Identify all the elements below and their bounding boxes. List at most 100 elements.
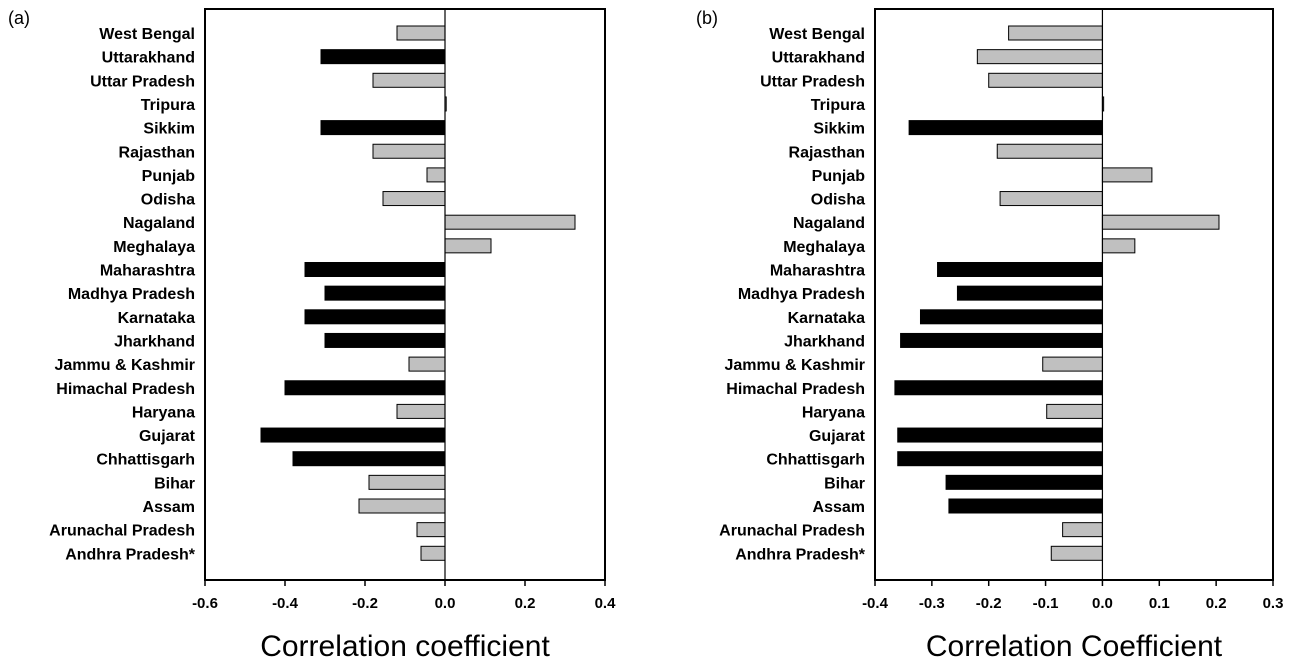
category-label: Gujarat bbox=[809, 428, 866, 445]
bar-odisha bbox=[999, 191, 1103, 207]
category-label: Sikkim bbox=[813, 121, 865, 138]
bar-gujarat bbox=[260, 427, 446, 443]
bar-chhattisgarh bbox=[292, 451, 446, 467]
x-tick-label: 0.3 bbox=[1263, 595, 1284, 612]
panel-b-correlation-chart: (b) West Bengal Uttarakhand Uttar Pradesh Tr… bbox=[696, 8, 1283, 663]
bar-arunachal-pradesh bbox=[416, 522, 446, 538]
x-tick-label: -0.2 bbox=[976, 595, 1002, 612]
category-label: Bihar bbox=[824, 475, 865, 492]
x-tick-label: 0.4 bbox=[595, 595, 617, 612]
bar-assam bbox=[358, 498, 446, 514]
category-label: Andhra Pradesh* bbox=[735, 546, 866, 563]
bar-jammu-kashmir bbox=[408, 356, 446, 372]
bar-odisha bbox=[382, 191, 446, 207]
bar-bihar bbox=[945, 474, 1103, 490]
category-label: Karnataka bbox=[118, 310, 195, 327]
bar-uttar-pradesh bbox=[988, 72, 1103, 88]
category-label: Odisha bbox=[141, 192, 195, 209]
bar-arunachal-pradesh bbox=[1062, 522, 1103, 538]
category-label: Rajasthan bbox=[789, 144, 865, 161]
plot-frame bbox=[204, 8, 606, 581]
category-label: Madhya Pradesh bbox=[68, 286, 195, 303]
x-tick-label: -0.4 bbox=[272, 595, 299, 612]
bar-rajasthan bbox=[372, 143, 446, 159]
category-label: Himachal Pradesh bbox=[56, 381, 195, 398]
bar-maharashtra bbox=[937, 262, 1103, 277]
category-label: Odisha bbox=[811, 192, 865, 209]
bar-andhra-pradesh- bbox=[420, 545, 446, 561]
category-label: Uttarakhand bbox=[102, 50, 195, 67]
bar-nagaland bbox=[1101, 214, 1220, 230]
category-label: Arunachal Pradesh bbox=[49, 523, 195, 540]
category-label: Meghalaya bbox=[783, 239, 865, 256]
bar-madhya-pradesh bbox=[324, 285, 446, 301]
category-label: Jharkhand bbox=[784, 333, 865, 350]
x-tick-label: -0.4 bbox=[862, 595, 889, 612]
category-label: Uttar Pradesh bbox=[90, 73, 195, 90]
bar-jharkhand bbox=[900, 332, 1103, 348]
category-label: Tripura bbox=[811, 97, 865, 114]
category-label: Jammu & Kashmir bbox=[725, 357, 866, 374]
category-label: Gujarat bbox=[139, 428, 196, 445]
bar-maharashtra bbox=[304, 262, 446, 277]
bar-andhra-pradesh- bbox=[1050, 545, 1103, 561]
bar-uttarakhand bbox=[976, 49, 1103, 65]
category-label: Karnataka bbox=[788, 310, 865, 327]
bar-meghalaya bbox=[444, 238, 492, 254]
x-tick-label: -0.3 bbox=[919, 595, 945, 612]
category-label: Arunachal Pradesh bbox=[719, 523, 865, 540]
bar-sikkim bbox=[908, 120, 1103, 136]
bar-himachal-pradesh bbox=[894, 380, 1103, 396]
x-tick-label: 0.2 bbox=[1206, 595, 1227, 612]
category-label: Bihar bbox=[154, 475, 195, 492]
bar-bihar bbox=[368, 474, 446, 490]
category-label: Jharkhand bbox=[114, 333, 195, 350]
x-axis-label: Correlation coefficient bbox=[260, 630, 550, 663]
x-tick-label: 0.0 bbox=[1092, 595, 1113, 612]
category-label: Jammu & Kashmir bbox=[55, 357, 196, 374]
category-label: Chhattisgarh bbox=[96, 452, 195, 469]
category-label: Punjab bbox=[812, 168, 866, 185]
category-label: Madhya Pradesh bbox=[738, 286, 865, 303]
panel-a-correlation-chart: (a) West Bengal Uttarakhand Uttar Pradesh Tr… bbox=[8, 8, 616, 663]
bar-haryana bbox=[396, 403, 446, 419]
bar-karnataka bbox=[304, 309, 446, 325]
bar-jammu-kashmir bbox=[1042, 356, 1103, 372]
category-label: Haryana bbox=[132, 404, 195, 421]
bar-nagaland bbox=[444, 214, 576, 230]
bar-punjab bbox=[1101, 167, 1153, 183]
category-label: Rajasthan bbox=[119, 144, 195, 161]
category-label: West Bengal bbox=[769, 26, 865, 43]
bar-haryana bbox=[1046, 403, 1103, 419]
category-label: Meghalaya bbox=[113, 239, 195, 256]
bar-chhattisgarh bbox=[897, 451, 1103, 467]
plot-frame bbox=[874, 8, 1274, 581]
category-label: Andhra Pradesh* bbox=[65, 546, 196, 563]
x-tick-label: -0.1 bbox=[1033, 595, 1059, 612]
category-label: Assam bbox=[813, 499, 865, 516]
bar-west-bengal bbox=[396, 25, 446, 41]
x-tick-label: 0.0 bbox=[435, 595, 456, 612]
bar-sikkim bbox=[320, 120, 446, 136]
bar-gujarat bbox=[897, 427, 1103, 443]
category-label: Assam bbox=[143, 499, 195, 516]
bar-madhya-pradesh bbox=[956, 285, 1103, 301]
x-tick-label: 0.1 bbox=[1149, 595, 1170, 612]
x-tick-label: -0.2 bbox=[352, 595, 378, 612]
category-label: West Bengal bbox=[99, 26, 195, 43]
category-label: Uttarakhand bbox=[772, 50, 865, 67]
category-label: Himachal Pradesh bbox=[726, 381, 865, 398]
bar-rajasthan bbox=[996, 143, 1103, 159]
bar-karnataka bbox=[919, 309, 1103, 325]
bar-west-bengal bbox=[1008, 25, 1103, 41]
category-label: Nagaland bbox=[793, 215, 865, 232]
x-tick-label: 0.2 bbox=[515, 595, 536, 612]
bar-jharkhand bbox=[324, 332, 446, 348]
bar-uttarakhand bbox=[320, 49, 446, 65]
category-label: Tripura bbox=[141, 97, 195, 114]
panel-label: (a) bbox=[8, 8, 30, 28]
category-label: Sikkim bbox=[143, 121, 195, 138]
bar-uttar-pradesh bbox=[372, 72, 446, 88]
bar-himachal-pradesh bbox=[284, 380, 446, 396]
